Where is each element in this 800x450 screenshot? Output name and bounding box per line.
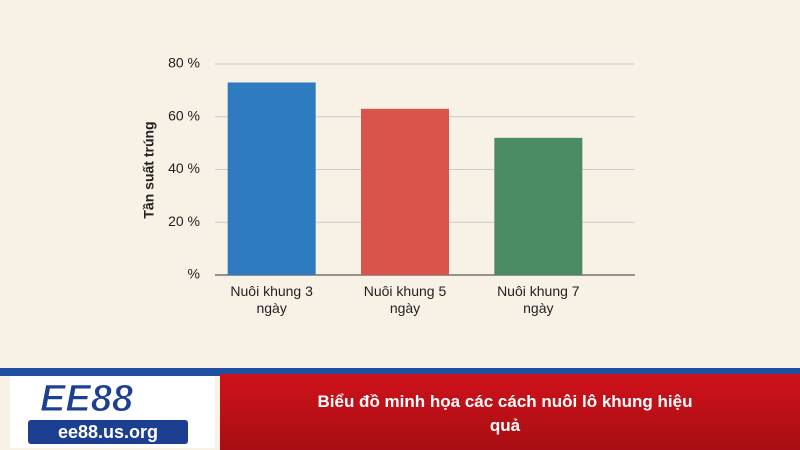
x-tick-label: Nuôi khung 5 ngày [363,283,447,316]
bar [494,137,583,275]
y-axis-label: Tần suất trúng [141,121,157,218]
site-url: ee88.us.org [28,420,188,444]
y-tick-label: 60 % [168,107,200,123]
y-tick-label: 80 % [168,55,200,71]
bar [227,82,316,276]
x-tick-label: Nuôi khung 3 ngày [230,283,313,316]
y-tick-label: 40 % [168,160,200,176]
logo: EE88 [40,378,134,421]
bar [361,108,449,276]
caption: Biểu đồ minh họa các cách nuôi lô khung … [317,392,693,435]
stripe [0,368,800,376]
caption-ribbon [220,374,800,450]
y-tick-label: 20 % [168,213,200,229]
y-tick-label: % [188,266,200,282]
x-tick-label: Nuôi khung 7 ngày [497,283,580,316]
banner: EE88 ee88.us.org Biểu đồ minh họa các cá… [0,368,800,450]
